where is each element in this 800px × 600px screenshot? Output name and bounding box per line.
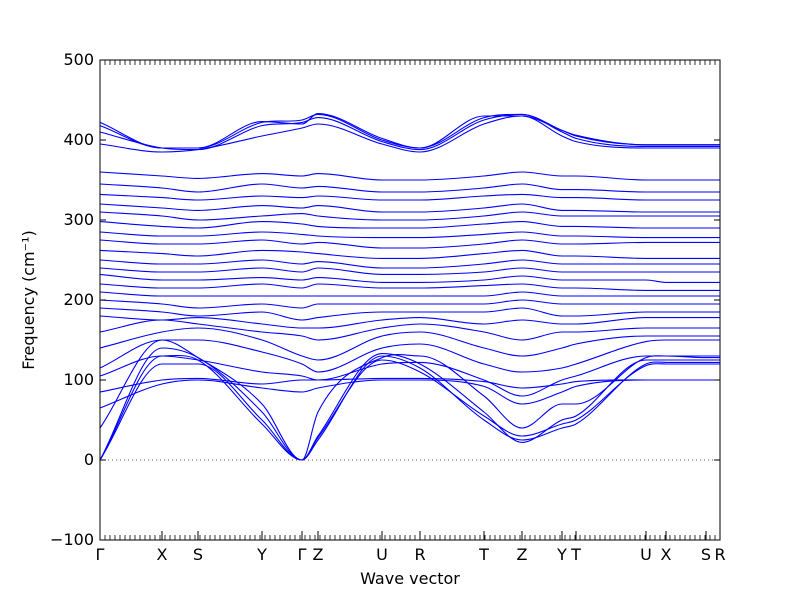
y-tick-label: 400 — [63, 130, 94, 149]
band-line-27 — [99, 171, 720, 181]
sym-point-label-9: T — [478, 545, 489, 564]
band-line-17 — [99, 267, 720, 275]
band-line-24 — [99, 203, 720, 213]
band-line-12 — [99, 307, 720, 321]
band-line-19 — [99, 249, 720, 259]
y-tick-label: 200 — [63, 290, 94, 309]
band-line-15 — [99, 283, 720, 291]
band-line-26 — [99, 183, 720, 193]
minor-ticks — [99, 60, 721, 540]
band-line-20 — [99, 239, 720, 249]
sym-point-label-12: T — [570, 545, 581, 564]
band-line-13 — [99, 299, 720, 309]
band-line-16 — [99, 273, 720, 283]
band-line-21 — [99, 231, 720, 239]
band-line-1 — [99, 354, 720, 461]
band-line-18 — [99, 259, 720, 269]
band-line-31 — [99, 113, 720, 149]
y-tick-label: 100 — [63, 370, 94, 389]
sym-point-label-10: Z — [517, 545, 528, 564]
band-line-30 — [99, 113, 720, 149]
sym-point-label-13: U — [640, 545, 652, 564]
y-axis-label: Frequency (cm⁻¹) — [19, 230, 38, 369]
sym-point-label-16: R — [714, 545, 725, 564]
band-line-22 — [99, 221, 720, 229]
sym-point-label-6: Z — [313, 545, 324, 564]
sym-point-label-8: R — [414, 545, 425, 564]
band-line-8 — [99, 339, 720, 373]
y-axis-ticks: −100 0 100 200 300 400 500 — [50, 50, 720, 549]
band-line-25 — [99, 193, 720, 201]
band-line-6 — [99, 377, 720, 393]
y-tick-label: 300 — [63, 210, 94, 229]
band-line-23 — [99, 211, 720, 221]
sym-point-label-4: Y — [256, 545, 267, 564]
band-line-11 — [99, 315, 720, 329]
band-line-14 — [99, 291, 720, 297]
band-lines — [99, 113, 721, 461]
plot-frame — [99, 59, 721, 541]
sym-point-label-2: X — [157, 545, 168, 564]
sym-point-label-1: Γ — [96, 545, 105, 564]
band-line-7 — [99, 355, 720, 397]
y-tick-label: 0 — [84, 450, 94, 469]
band-line-3 — [99, 359, 721, 461]
y-tick-label: −100 — [50, 530, 94, 549]
sym-point-label-3: S — [193, 545, 203, 564]
band-line-9 — [99, 327, 720, 361]
band-line-29 — [99, 113, 720, 151]
sym-point-label-5: Γ — [298, 545, 307, 564]
x-axis-label: Wave vector — [360, 569, 460, 588]
sym-point-label-7: U — [376, 545, 388, 564]
sym-point-label-11: Y — [556, 545, 567, 564]
band-line-5 — [99, 379, 720, 409]
y-tick-label: 500 — [63, 50, 94, 69]
sym-point-label-15: S — [701, 545, 711, 564]
band-line-28 — [99, 115, 720, 153]
sym-point-label-14: X — [661, 545, 672, 564]
band-line-10 — [99, 319, 720, 341]
band-line-2 — [99, 347, 720, 461]
